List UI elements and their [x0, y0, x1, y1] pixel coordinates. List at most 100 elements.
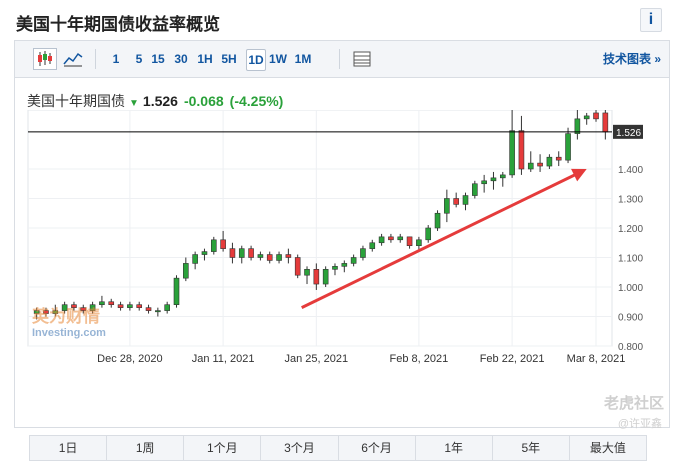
period-selector: 1日 1周 1个月 3个月 6个月 1年 5年 最大值 — [29, 435, 647, 461]
chart-toolbar: 1 5 15 30 1H 5H 1D 1W 1M 技术图表 » — [15, 41, 669, 78]
watermark-logo: 英为财情 Investing.com — [32, 302, 106, 339]
last-price: 1.526 — [142, 93, 178, 109]
candle-body — [527, 162, 534, 170]
candle-body — [574, 118, 581, 134]
timeframe-button[interactable]: 1W — [269, 52, 287, 66]
candle-body — [341, 263, 348, 267]
candle-body — [155, 310, 161, 313]
period-button[interactable]: 最大值 — [589, 441, 626, 455]
candle-body — [472, 183, 478, 196]
x-tick-label: Feb 8, 2021 — [390, 353, 449, 365]
y-tick-label: 1.400 — [618, 165, 643, 176]
timeframe-button[interactable]: 5H — [221, 52, 237, 66]
watermark-logo-sub: Investing.com — [32, 327, 106, 339]
candle-body — [565, 133, 571, 161]
period-button[interactable]: 3个月 — [261, 436, 339, 460]
candle-body — [416, 239, 422, 247]
candle-body — [490, 177, 497, 182]
candle-body — [89, 304, 96, 311]
candlestick-icon[interactable] — [33, 48, 57, 70]
x-tick-label: Dec 28, 2020 — [97, 353, 162, 365]
candle-body — [108, 301, 115, 306]
candle-body — [33, 310, 40, 314]
toolbar-divider — [95, 49, 96, 69]
candle-body — [322, 269, 329, 285]
candle-body — [555, 156, 562, 161]
timeframe-button[interactable]: 15 — [151, 52, 165, 66]
candle-body — [127, 304, 133, 308]
period-button[interactable]: 1年 — [416, 436, 493, 460]
y-tick-label: 0.800 — [618, 342, 643, 353]
x-tick-label: Jan 11, 2021 — [192, 353, 255, 365]
candle-body — [294, 257, 301, 276]
candle-body — [266, 254, 273, 261]
candle-body — [229, 248, 236, 258]
candle-body — [71, 304, 77, 308]
y-tick-label: 1.200 — [618, 224, 643, 235]
candle-body — [444, 198, 450, 214]
instrument-name: 美国十年期国债 — [27, 93, 125, 109]
last-price-tag-label: 1.526 — [616, 128, 641, 139]
candle-body — [248, 248, 254, 258]
timeframe-button[interactable]: 1H — [197, 52, 213, 66]
period-button[interactable]: 1周 — [107, 436, 185, 460]
chart-card: 1 5 15 30 1H 5H 1D 1W 1M 技术图表 » 美国十年期国债 ▼ 1.526 -0.… — [14, 40, 670, 461]
candle-body — [257, 254, 264, 258]
y-tick-label: 1.300 — [618, 195, 643, 206]
candle-body — [518, 130, 525, 170]
candle-body — [462, 195, 469, 205]
candle-body — [583, 115, 590, 120]
candle-body — [52, 310, 59, 314]
table-icon[interactable] — [350, 48, 374, 70]
candle-body — [378, 236, 385, 244]
timeframe-button[interactable]: 1D — [246, 49, 266, 71]
period-button[interactable]: 5年 — [493, 436, 570, 460]
period-button[interactable]: 1个月 — [184, 436, 262, 460]
candle-body — [388, 236, 394, 241]
x-tick-label: Mar 8, 2021 — [567, 353, 626, 365]
period-button[interactable]: 1日 — [30, 436, 108, 460]
candle-body — [117, 304, 124, 308]
candle-body — [453, 198, 459, 205]
candle-body — [397, 236, 404, 241]
candle-body — [350, 257, 357, 264]
candle-body — [304, 269, 310, 276]
timeframe-button[interactable]: 1M — [294, 52, 312, 66]
candle-body — [61, 304, 68, 311]
y-tick-label: 1.100 — [618, 254, 643, 265]
candle-body — [406, 236, 413, 246]
trend-arrow-line — [301, 171, 580, 309]
watermark-logo-text: 英为财情 — [32, 307, 100, 326]
header: 美国十年期国债收益率概览 i — [14, 8, 668, 34]
timeframe-button[interactable]: 5 — [135, 52, 143, 66]
line-chart-icon[interactable] — [61, 48, 85, 70]
down-arrow-icon: ▼ — [129, 98, 139, 109]
candle-body — [220, 239, 226, 249]
x-tick-label: Feb 22, 2021 — [480, 353, 545, 365]
candle-body — [434, 212, 441, 229]
x-tick-label: Jan 25, 2021 — [285, 353, 349, 365]
candle-body — [210, 239, 217, 252]
timeframe-button[interactable]: 30 — [174, 52, 188, 66]
candle-body — [509, 130, 515, 176]
candle-body — [276, 254, 282, 261]
trend-arrow-head — [571, 168, 587, 182]
quote-line: 美国十年期国债 ▼ 1.526 -0.068 (-4.25%) — [27, 91, 283, 113]
candle-body — [602, 112, 609, 133]
info-icon[interactable]: i — [640, 8, 662, 32]
toolbar-divider — [339, 49, 340, 69]
candle-body — [173, 277, 180, 305]
technical-chart-link[interactable]: 技术图表 » — [602, 52, 661, 66]
candle-body — [183, 263, 189, 279]
last-price-tag — [613, 124, 643, 139]
period-button[interactable]: 6个月 — [339, 436, 416, 460]
candle-body — [593, 112, 599, 120]
page-title: 美国十年期国债收益率概览 — [16, 15, 220, 34]
timeframe-button[interactable]: 1 — [112, 52, 120, 66]
candle-body — [332, 266, 338, 270]
candle-body — [360, 248, 366, 258]
candle-body — [192, 254, 198, 264]
candle-body — [136, 304, 143, 308]
price-change-pct: (-4.25%) — [229, 93, 284, 109]
candle-body — [145, 307, 152, 311]
